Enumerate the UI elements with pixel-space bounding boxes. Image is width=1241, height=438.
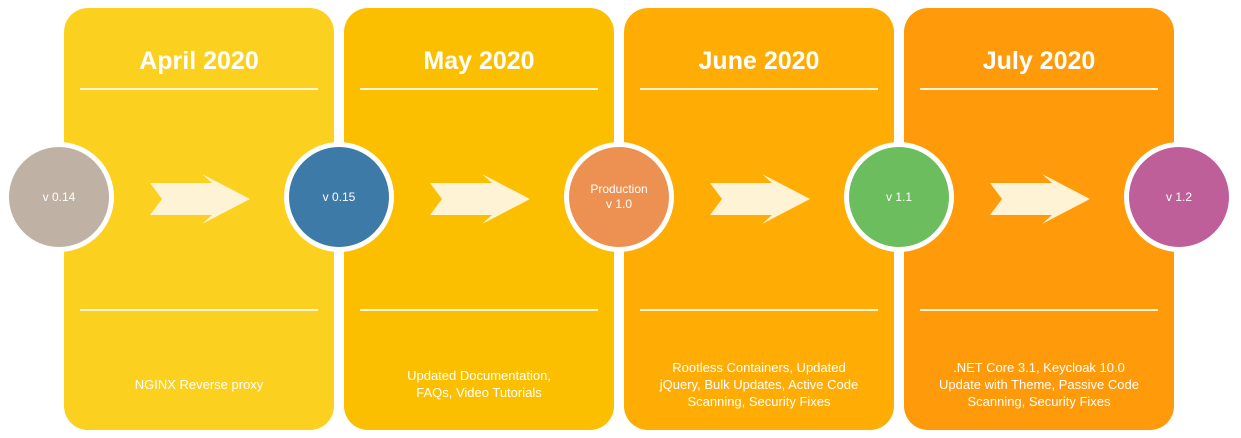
card-title: June 2020 [698,47,820,75]
divider [920,88,1158,90]
card-title: July 2020 [982,47,1096,75]
divider [80,88,318,90]
divider [80,309,318,311]
divider [920,309,1158,311]
arrow-right-icon [710,174,810,224]
card-title: April 2020 [139,47,259,75]
divider [360,88,598,90]
milestone-v0-14: v 0.14 [4,142,114,252]
card-description: NGINX Reverse proxy [134,376,264,392]
arrow-right-icon [430,174,530,224]
card-description: .NET Core 3.1, Keycloak 10.0 Update with… [939,359,1139,409]
milestone-v0-15: v 0.15 [284,142,394,252]
milestone-v1-2: v 1.2 [1124,142,1234,252]
divider [640,88,878,90]
divider [640,309,878,311]
card-description: Rootless Containers, Updated jQuery, Bul… [659,359,859,409]
arrow-right-icon [150,174,250,224]
milestone-production-v1-0: Production v 1.0 [564,142,674,252]
divider [360,309,598,311]
arrow-right-icon [990,174,1090,224]
card-description: Updated Documentation, FAQs, Video Tutor… [407,368,551,400]
milestone-v1-1: v 1.1 [844,142,954,252]
card-title: May 2020 [423,47,535,75]
